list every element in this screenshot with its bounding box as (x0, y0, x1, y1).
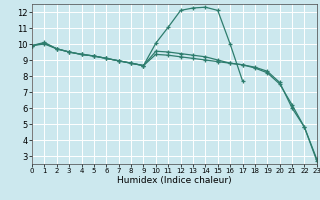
X-axis label: Humidex (Indice chaleur): Humidex (Indice chaleur) (117, 176, 232, 185)
